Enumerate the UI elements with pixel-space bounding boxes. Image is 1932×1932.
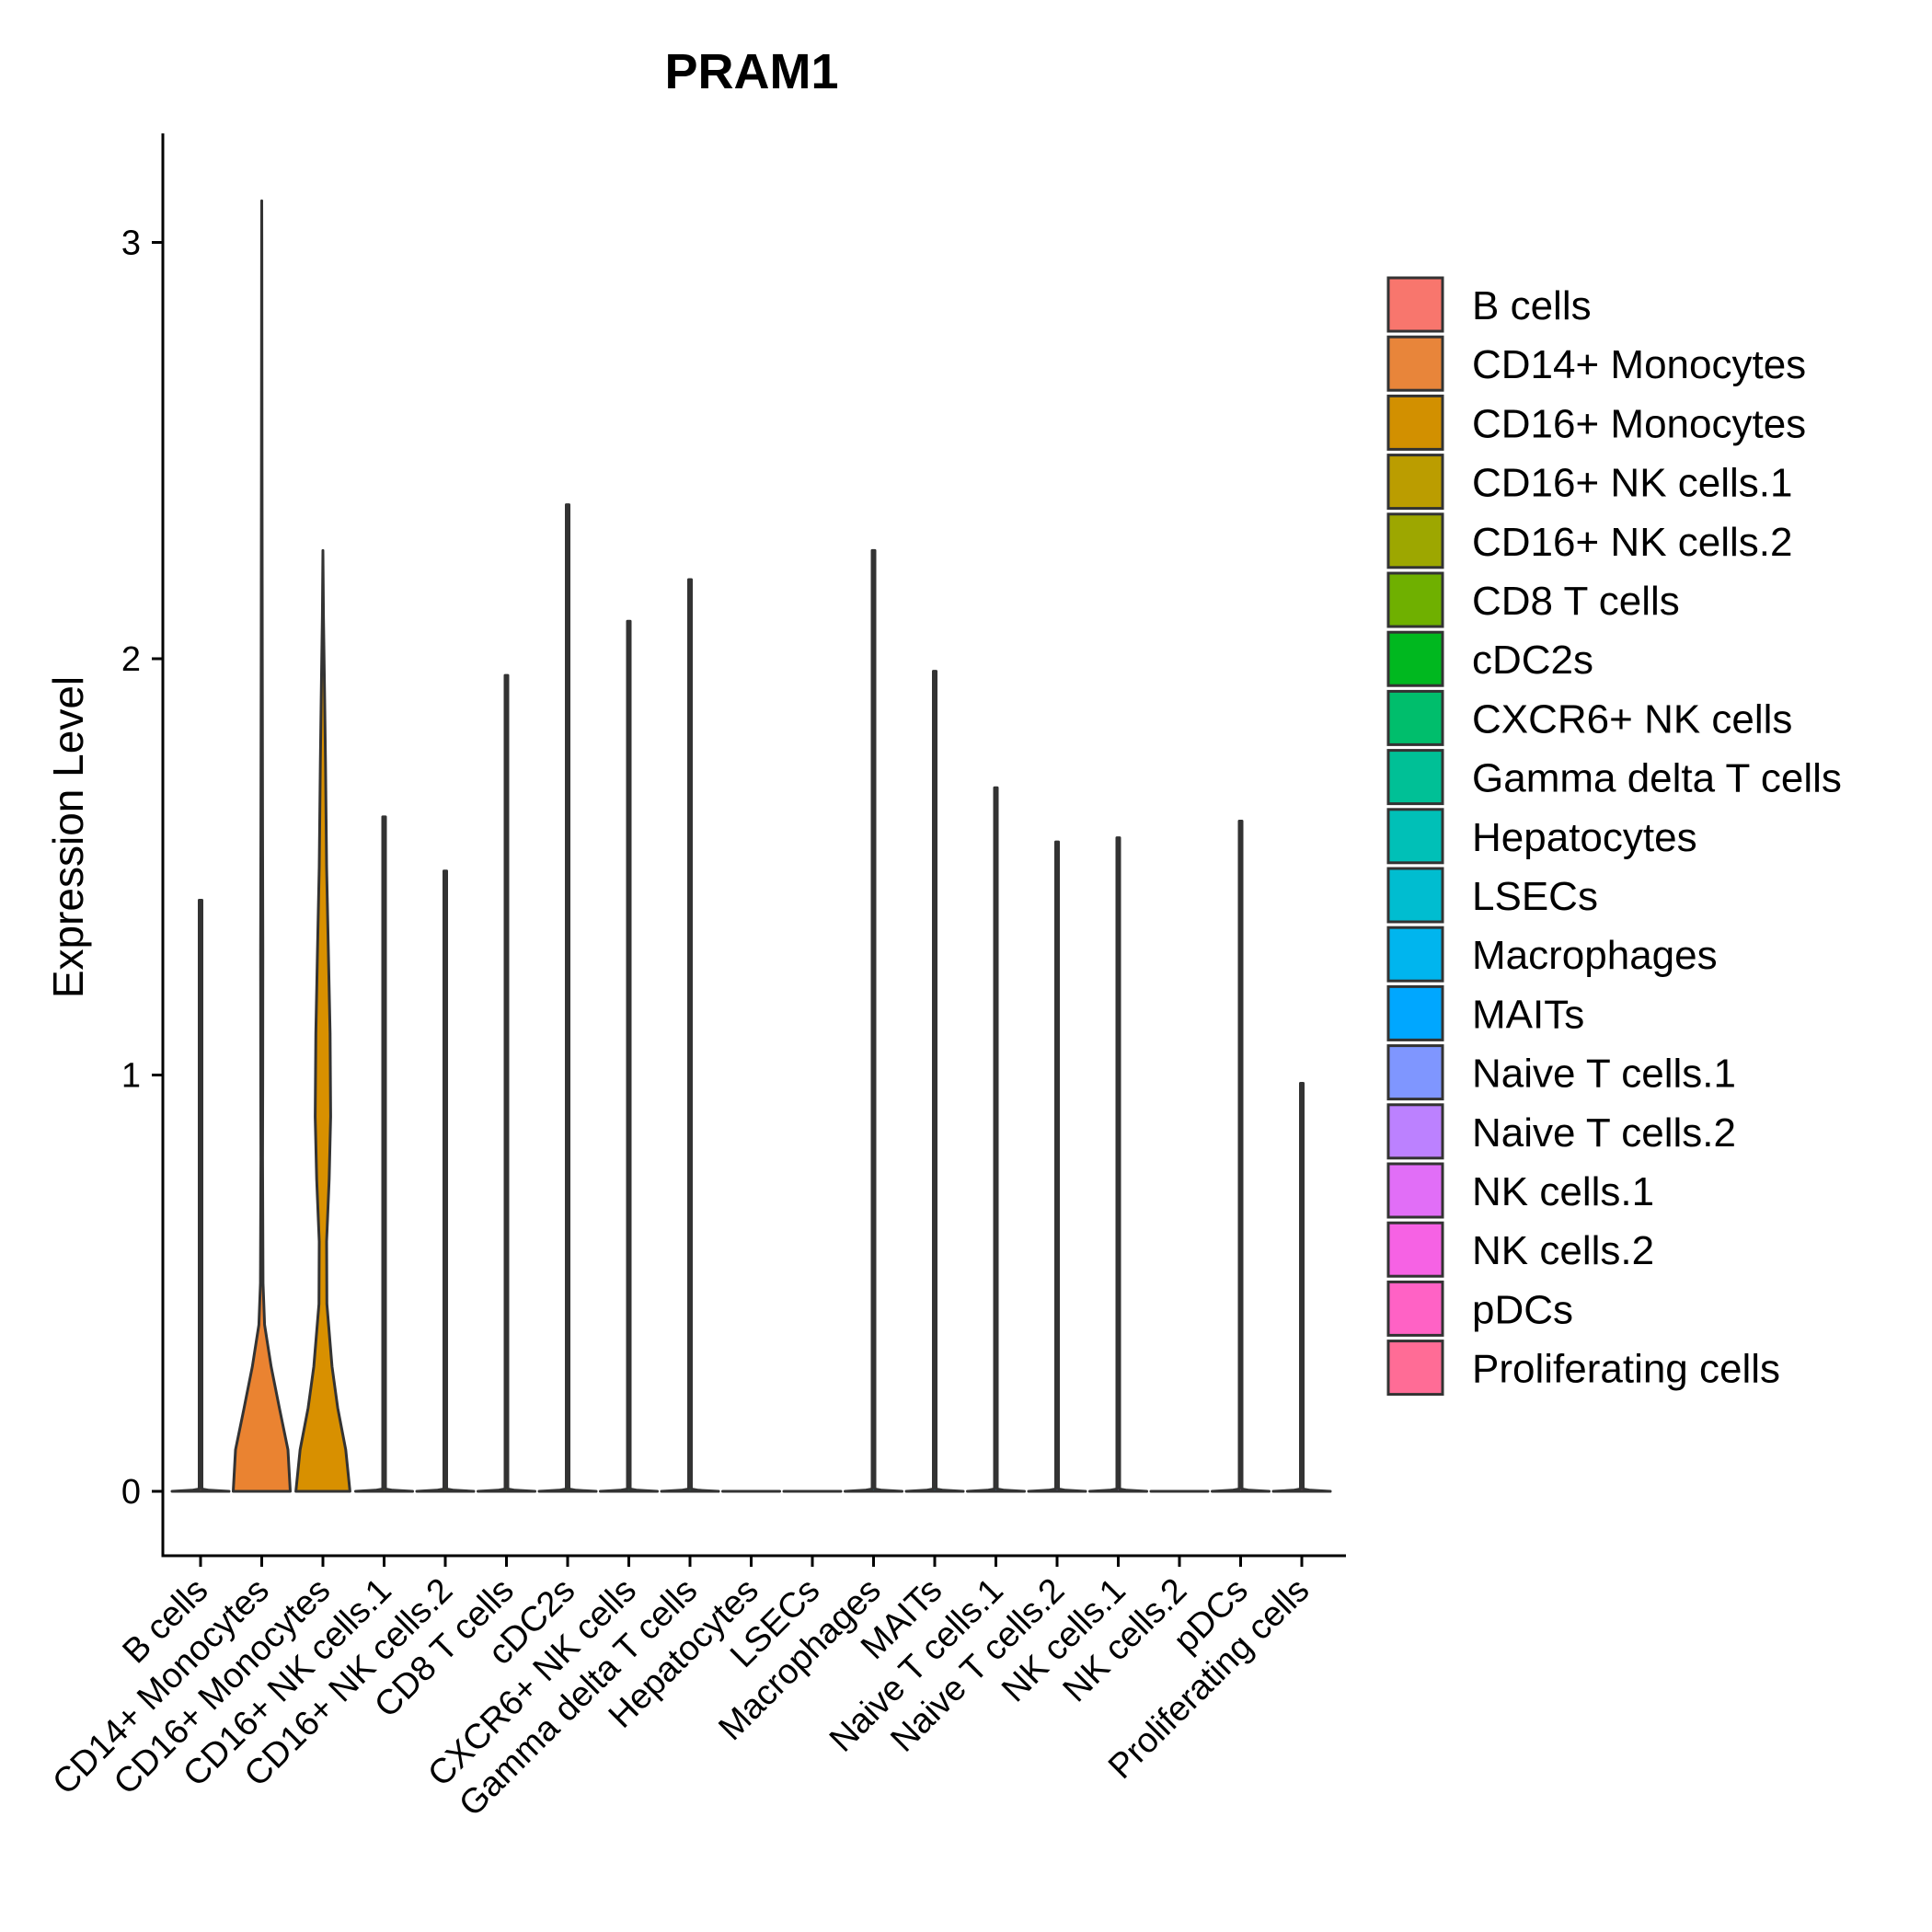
legend-label-cd8-t-cells: CD8 T cells (1472, 579, 1680, 624)
legend-key-cxcr6plus-nk-cells (1386, 689, 1444, 746)
y-tick-label-3: 3 (121, 224, 141, 263)
legend-key-cd8-t-cells (1386, 571, 1444, 628)
violin-cd14plus-monocytes (232, 199, 292, 1493)
violin-b-cells (170, 899, 231, 1493)
legend-label-cdc2s: cDC2s (1472, 638, 1593, 683)
legend-key-gamma-delta-t-cells (1386, 749, 1444, 806)
y-tick-label-1: 1 (121, 1057, 141, 1096)
violin-gamma-delta-t-cells (660, 578, 720, 1493)
violin-macrophages (844, 548, 903, 1493)
legend-key-lsecs (1386, 867, 1444, 924)
legend-label-cd16plus-nk-cells-1: CD16+ NK cells.1 (1472, 461, 1792, 506)
violin-naive-t-cells-1 (966, 786, 1026, 1493)
legend-key-b-cells (1386, 276, 1444, 333)
violin-cd16plus-monocytes (294, 548, 351, 1493)
violin-naive-t-cells-2 (1027, 840, 1087, 1493)
legend-key-pdcs (1386, 1280, 1444, 1337)
violin-cd16plus-nk-cells-2 (415, 869, 476, 1493)
legend: B cells CD14+ Monocytes CD16+ Monocytes CD1… (1386, 276, 1842, 1397)
violin-maits (904, 670, 965, 1493)
legend-key-cd14plus-monocytes (1386, 335, 1444, 392)
legend-key-naive-t-cells-2 (1386, 1103, 1444, 1160)
legend-label-gamma-delta-t-cells: Gamma delta T cells (1472, 756, 1842, 801)
legend-key-cdc2s (1386, 630, 1444, 687)
legend-key-macrophages (1386, 926, 1444, 983)
legend-label-lsecs: LSECs (1472, 874, 1598, 919)
legend-key-maits (1386, 984, 1444, 1041)
legend-label-pdcs: pDCs (1472, 1287, 1573, 1332)
violin-pdcs (1211, 820, 1271, 1493)
legend-label-nk-cells-2: NK cells.2 (1472, 1228, 1654, 1273)
legend-key-nk-cells-2 (1386, 1221, 1444, 1278)
legend-label-cxcr6plus-nk-cells: CXCR6+ NK cells (1472, 696, 1792, 742)
legend-label-cd16plus-monocytes: CD16+ Monocytes (1472, 401, 1806, 446)
violin-proliferating-cells (1271, 1082, 1332, 1493)
legend-label-naive-t-cells-2: Naive T cells.2 (1472, 1110, 1736, 1156)
legend-label-maits: MAITs (1472, 992, 1584, 1037)
chart-title: PRAM1 (664, 44, 838, 99)
legend-label-nk-cells-1: NK cells.1 (1472, 1169, 1654, 1214)
legend-key-cd16plus-nk-cells-2 (1386, 512, 1444, 569)
violin-cd8-t-cells (477, 673, 536, 1493)
legend-label-cd16plus-nk-cells-2: CD16+ NK cells.2 (1472, 520, 1792, 565)
legend-key-hepatocytes (1386, 808, 1444, 865)
legend-key-cd16plus-nk-cells-1 (1386, 454, 1444, 511)
legend-label-cd14plus-monocytes: CD14+ Monocytes (1472, 342, 1806, 387)
legend-key-proliferating-cells (1386, 1340, 1444, 1397)
violin-cdc2s (537, 503, 598, 1493)
y-tick-label-0: 0 (121, 1473, 141, 1512)
y-tick-label-2: 2 (121, 640, 141, 679)
legend-key-cd16plus-monocytes (1386, 394, 1444, 451)
legend-label-b-cells: B cells (1472, 283, 1592, 328)
violin-cd16plus-nk-cells-1 (354, 815, 414, 1493)
violin-nk-cells-1 (1088, 836, 1148, 1493)
legend-label-naive-t-cells-1: Naive T cells.1 (1472, 1052, 1736, 1097)
legend-key-nk-cells-1 (1386, 1162, 1444, 1219)
legend-key-naive-t-cells-1 (1386, 1044, 1444, 1101)
violin-cxcr6plus-nk-cells (599, 619, 659, 1493)
legend-label-hepatocytes: Hepatocytes (1472, 815, 1697, 860)
legend-label-proliferating-cells: Proliferating cells (1472, 1347, 1780, 1392)
legend-label-macrophages: Macrophages (1472, 933, 1718, 978)
y-axis-title: Expression Level (44, 676, 92, 998)
